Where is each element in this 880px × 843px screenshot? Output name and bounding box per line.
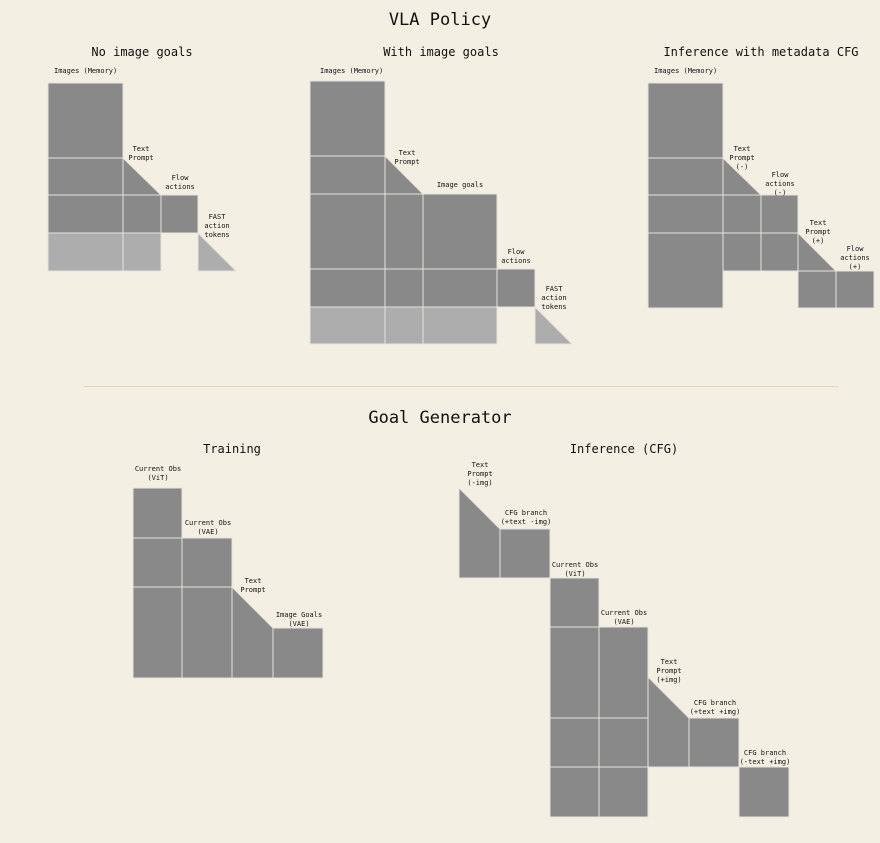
panel-training [132,487,324,679]
label-flow-actions-pos: Flow actions (+) [840,245,870,271]
mask-block [309,193,386,270]
mask-block [122,194,162,234]
label-image-goals-vae: Image Goals (VAE) [275,611,323,628]
label-text-prompt: Text Prompt [394,149,420,166]
label-current-obs-vae: Current Obs (VAE) [600,609,648,626]
label-fast-action-tokens: FAST action tokens [541,285,567,311]
label-flow-actions: Flow actions [165,174,195,191]
masked-block [384,306,424,345]
mask-block [422,268,498,308]
mask-block [647,194,724,234]
mask-block [132,537,183,588]
label-text-prompt-pos: Text Prompt (+) [805,219,831,245]
mask-block [549,717,600,768]
label-images-memory: Images (Memory) [54,67,118,75]
panel-with-image-goals [309,80,574,345]
label-text-prompt-neg: Text Prompt (-) [729,145,755,171]
label-current-obs-vit: Current Obs (ViT) [551,561,599,578]
panel-title-inference-cfg: Inference (CFG) [569,442,679,456]
mask-block [647,157,724,196]
mask-block [309,80,386,157]
label-text-prompt: Text Prompt [128,145,154,162]
mask-block [722,232,762,272]
mask-block [549,766,600,818]
label-images-memory: Images (Memory) [654,67,718,75]
label-current-obs-vit: Current Obs (ViT) [134,465,182,482]
mask-block [722,194,762,234]
vla-policy-title: VLA Policy [388,10,492,30]
mask-block [598,626,649,719]
panel-title-training: Training [203,442,261,456]
mask-block [132,586,183,679]
mask-block [549,577,600,628]
causal-triangle [122,156,163,196]
mask-block [549,626,600,719]
mask-block [132,487,183,539]
mask-block [760,232,799,272]
mask-block [760,194,799,234]
label-cfg-branch-text-neg-img: CFG branch (+text -img) [500,509,552,526]
mask-block [47,157,124,196]
mask-block [598,766,649,818]
mask-block [499,528,551,579]
mask-block [647,82,724,159]
masked-block [122,232,162,272]
mask-block [384,193,424,270]
masked-block [422,306,498,345]
mask-block [181,537,233,588]
mask-block [384,268,424,308]
mask-block [797,270,837,309]
mask-block [738,766,790,818]
label-images-memory: Images (Memory) [320,67,384,75]
label-text-prompt-neg-img: Text Prompt (-img) [467,461,493,487]
panel-metadata-cfg [647,82,875,309]
mask-block [688,717,740,768]
label-cfg-branch-text-img: CFG branch (+text +img) [689,699,741,716]
mask-block [647,232,724,309]
panel-no-image-goals [47,82,238,272]
panel-title-metadata-cfg: Inference with metadata CFG [663,45,859,59]
masked-block [309,306,386,345]
causal-triangle [534,305,574,345]
mask-block [835,270,875,309]
mask-block [598,717,649,768]
mask-block [47,194,124,234]
mask-block [47,82,124,159]
label-flow-actions-neg: Flow actions (-) [765,171,795,197]
causal-triangle [197,231,238,272]
label-flow-actions: Flow actions [501,248,531,265]
mask-block [181,586,233,679]
masked-block [47,232,124,272]
label-text-prompt: Text Prompt [240,577,266,594]
causal-triangle [458,486,501,579]
mask-block [272,627,324,679]
label-current-obs-vae: Current Obs (VAE) [184,519,232,536]
label-text-prompt-pos-img: Text Prompt (+img) [656,658,682,684]
mask-block [309,155,386,195]
goal-generator-title: Goal Generator [368,408,512,428]
causal-triangle [231,585,274,679]
causal-triangle [647,675,690,768]
panel-title-with-image-goals: With image goals [383,45,499,59]
label-fast-action-tokens: FAST action tokens [204,213,230,239]
section-divider [84,386,838,387]
panel-inference-cfg [458,486,790,818]
label-cfg-branch-neg-text-img: CFG branch (-text +img) [739,749,791,766]
mask-block [160,194,199,234]
mask-block [496,268,536,308]
mask-block [309,268,386,308]
mask-block [422,193,498,270]
panel-title-no-image-goals: No image goals [91,45,193,59]
label-image-goals: Image goals [436,181,484,189]
